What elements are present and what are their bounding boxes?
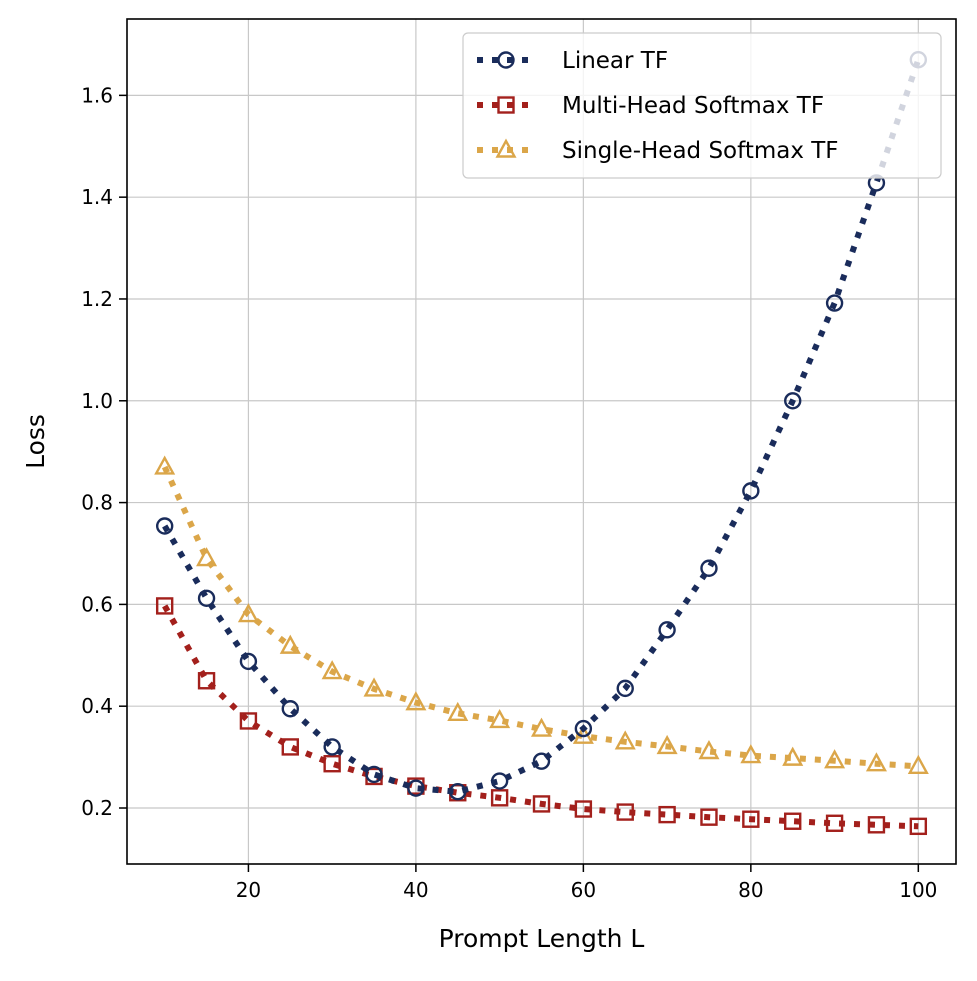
legend-label: Linear TF [562, 48, 668, 74]
y-tick-label: 1.2 [81, 287, 113, 311]
data-point [490, 789, 509, 807]
data-point [281, 700, 299, 718]
data-point [196, 547, 218, 567]
plot-area [154, 51, 929, 836]
data-point [323, 738, 341, 756]
x-tick-label: 80 [738, 878, 763, 902]
data-point [867, 816, 886, 834]
legend-marker [497, 96, 515, 114]
legend-label: Multi-Head Softmax TF [562, 93, 824, 119]
data-point [279, 634, 301, 654]
data-point [574, 800, 593, 818]
legend-label: Single-Head Softmax TF [562, 138, 839, 164]
data-point [700, 808, 718, 826]
data-point [658, 621, 676, 639]
data-point [490, 772, 509, 790]
y-tick-label: 0.6 [81, 592, 113, 616]
x-tick-label: 60 [571, 878, 596, 902]
data-point [447, 701, 469, 722]
data-point [239, 652, 258, 671]
data-point [825, 814, 844, 832]
data-point [237, 603, 259, 623]
data-point [197, 589, 216, 607]
data-point [907, 754, 929, 774]
y-tick-label: 0.4 [81, 694, 113, 718]
data-point [321, 660, 343, 680]
data-point [323, 755, 341, 773]
data-point [614, 730, 636, 750]
data-point [197, 672, 216, 690]
legend-marker [497, 51, 515, 69]
data-point [865, 752, 887, 772]
data-point [824, 749, 846, 769]
data-point [530, 717, 553, 737]
legend-entry: Multi-Head Softmax TF [477, 93, 824, 119]
y-tick-label: 1.0 [81, 389, 113, 413]
data-point [909, 817, 928, 836]
axes-frame [126, 18, 957, 865]
data-point [154, 455, 176, 475]
data-point [532, 752, 551, 770]
data-point [784, 392, 802, 410]
x-axis-title: Prompt Length L [439, 924, 645, 953]
data-point [616, 803, 634, 821]
x-tick-label: 40 [403, 878, 428, 902]
data-point [155, 597, 174, 615]
x-tick-label: 20 [236, 878, 261, 902]
data-point [532, 795, 551, 813]
y-axis-title: Loss [21, 414, 50, 469]
data-point [405, 691, 427, 711]
data-point [742, 482, 760, 500]
data-point [700, 559, 718, 577]
legend-marker [495, 138, 517, 158]
data-point [782, 746, 804, 766]
data-point [155, 517, 174, 535]
data-point [825, 294, 844, 312]
legend-entry: Single-Head Softmax TF [477, 138, 839, 164]
series-circle [155, 51, 928, 801]
data-point [656, 734, 678, 755]
data-point [616, 679, 634, 698]
data-point [365, 765, 383, 784]
data-point [574, 719, 593, 738]
data-point [742, 810, 760, 828]
data-point [489, 708, 511, 729]
data-point [407, 779, 425, 797]
ticks: 20 40 60 80 100 0.2 0.4 0.6 0.8 1.0 1.2 1.4 1.6 [81, 83, 937, 902]
legend-entry: Linear TF [477, 48, 668, 74]
data-point [239, 712, 258, 730]
legend: Linear TF Multi-Head Softmax TF Single-Hea… [462, 32, 942, 179]
data-point [449, 783, 467, 801]
data-point [363, 677, 385, 697]
legend-box [462, 32, 942, 179]
x-tick-label: 100 [899, 878, 937, 902]
y-tick-label: 1.4 [81, 185, 113, 209]
y-tick-label: 1.6 [81, 83, 113, 107]
data-point [281, 738, 299, 756]
y-tick-label: 0.8 [81, 491, 113, 515]
data-point [740, 744, 762, 764]
series-line [162, 604, 919, 830]
data-point [658, 805, 676, 824]
data-point [698, 740, 720, 760]
y-tick-label: 0.2 [81, 796, 113, 820]
data-point [784, 812, 802, 830]
series-line [162, 58, 922, 795]
